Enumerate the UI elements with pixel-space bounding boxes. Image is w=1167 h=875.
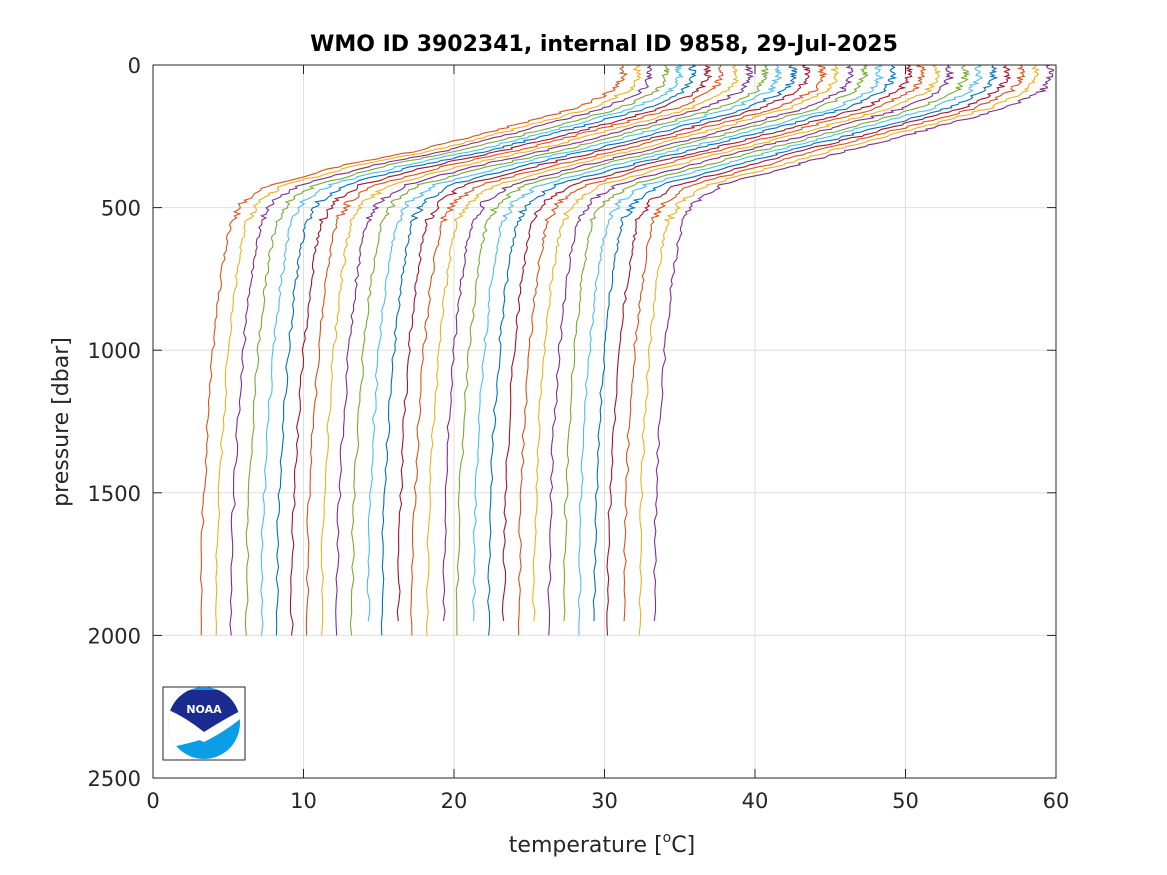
temperature-profile-1 — [199, 65, 629, 636]
x-axis-label-end: C] — [671, 833, 695, 858]
profile-lines — [199, 64, 1054, 636]
y-axis-label: pressure [dbar] — [49, 337, 74, 507]
logo-white-gull — [170, 733, 214, 746]
x-tick-label: 0 — [146, 789, 159, 813]
temperature-profile-17 — [442, 64, 854, 622]
temperature-profile-4 — [244, 64, 671, 636]
chart-title: WMO ID 3902341, internal ID 9858, 29-Jul… — [310, 32, 898, 57]
temperature-profile-10 — [335, 64, 755, 636]
temperature-profile-31 — [653, 64, 1054, 622]
temperature-profile-6 — [275, 64, 697, 636]
temperature-profile-14 — [396, 64, 811, 622]
logo-text: NOAA — [186, 703, 222, 716]
temperature-profile-7 — [289, 64, 713, 636]
y-tick-label: 2000 — [88, 624, 141, 648]
x-tick-label: 40 — [742, 789, 769, 813]
x-tick-label: 60 — [1043, 789, 1070, 813]
temperature-profile-24 — [547, 64, 955, 636]
x-axis-label-main: temperature [ — [509, 833, 663, 858]
temperature-profile-18 — [455, 64, 870, 636]
x-tick-label: 10 — [290, 789, 317, 813]
temperature-profile-16 — [425, 64, 840, 636]
x-axis-label-superscript: o — [663, 830, 672, 846]
temperature-profile-28 — [606, 64, 1012, 636]
noaa-logo: NOAA — [162, 686, 246, 761]
x-axis-label: temperature [oC] — [509, 830, 695, 858]
temperature-profile-2 — [215, 64, 642, 636]
temperature-profile-27 — [592, 64, 999, 622]
y-tick-label: 2500 — [88, 767, 141, 791]
temperature-profile-9 — [320, 64, 739, 636]
logo-emblem — [168, 687, 240, 759]
temperature-profile-29 — [623, 64, 1026, 622]
temperature-profile-30 — [638, 64, 1040, 636]
temperature-profile-22 — [517, 64, 927, 636]
y-tick-label: 1500 — [88, 482, 141, 506]
temperature-profile-5 — [260, 64, 684, 636]
temperature-profile-20 — [487, 65, 898, 636]
logo-navy-sky — [168, 690, 240, 732]
y-tick-label: 0 — [128, 54, 141, 78]
x-tick-label: 30 — [591, 789, 618, 813]
x-tick-label: 50 — [892, 789, 919, 813]
temperature-profile-13 — [380, 64, 798, 636]
temperature-profile-15 — [410, 64, 828, 636]
temperature-profile-19 — [472, 64, 885, 622]
temperature-profile-12 — [366, 64, 783, 622]
temperature-profile-8 — [305, 64, 724, 636]
temperature-profile-26 — [577, 64, 984, 636]
temperature-profile-3 — [229, 64, 653, 636]
y-tick-labels: 0 500 1000 1500 2000 2500 — [88, 54, 141, 791]
x-tick-labels: 0 10 20 30 40 50 60 — [146, 789, 1069, 813]
temperature-profile-25 — [563, 64, 971, 622]
y-tick-label: 500 — [101, 197, 141, 221]
temperature-profile-23 — [532, 64, 942, 622]
y-tick-label: 1000 — [88, 339, 141, 363]
temperature-profile-21 — [501, 64, 914, 622]
tick-marks — [152, 64, 1057, 779]
temperature-profile-11 — [349, 64, 769, 636]
x-tick-label: 20 — [441, 789, 468, 813]
